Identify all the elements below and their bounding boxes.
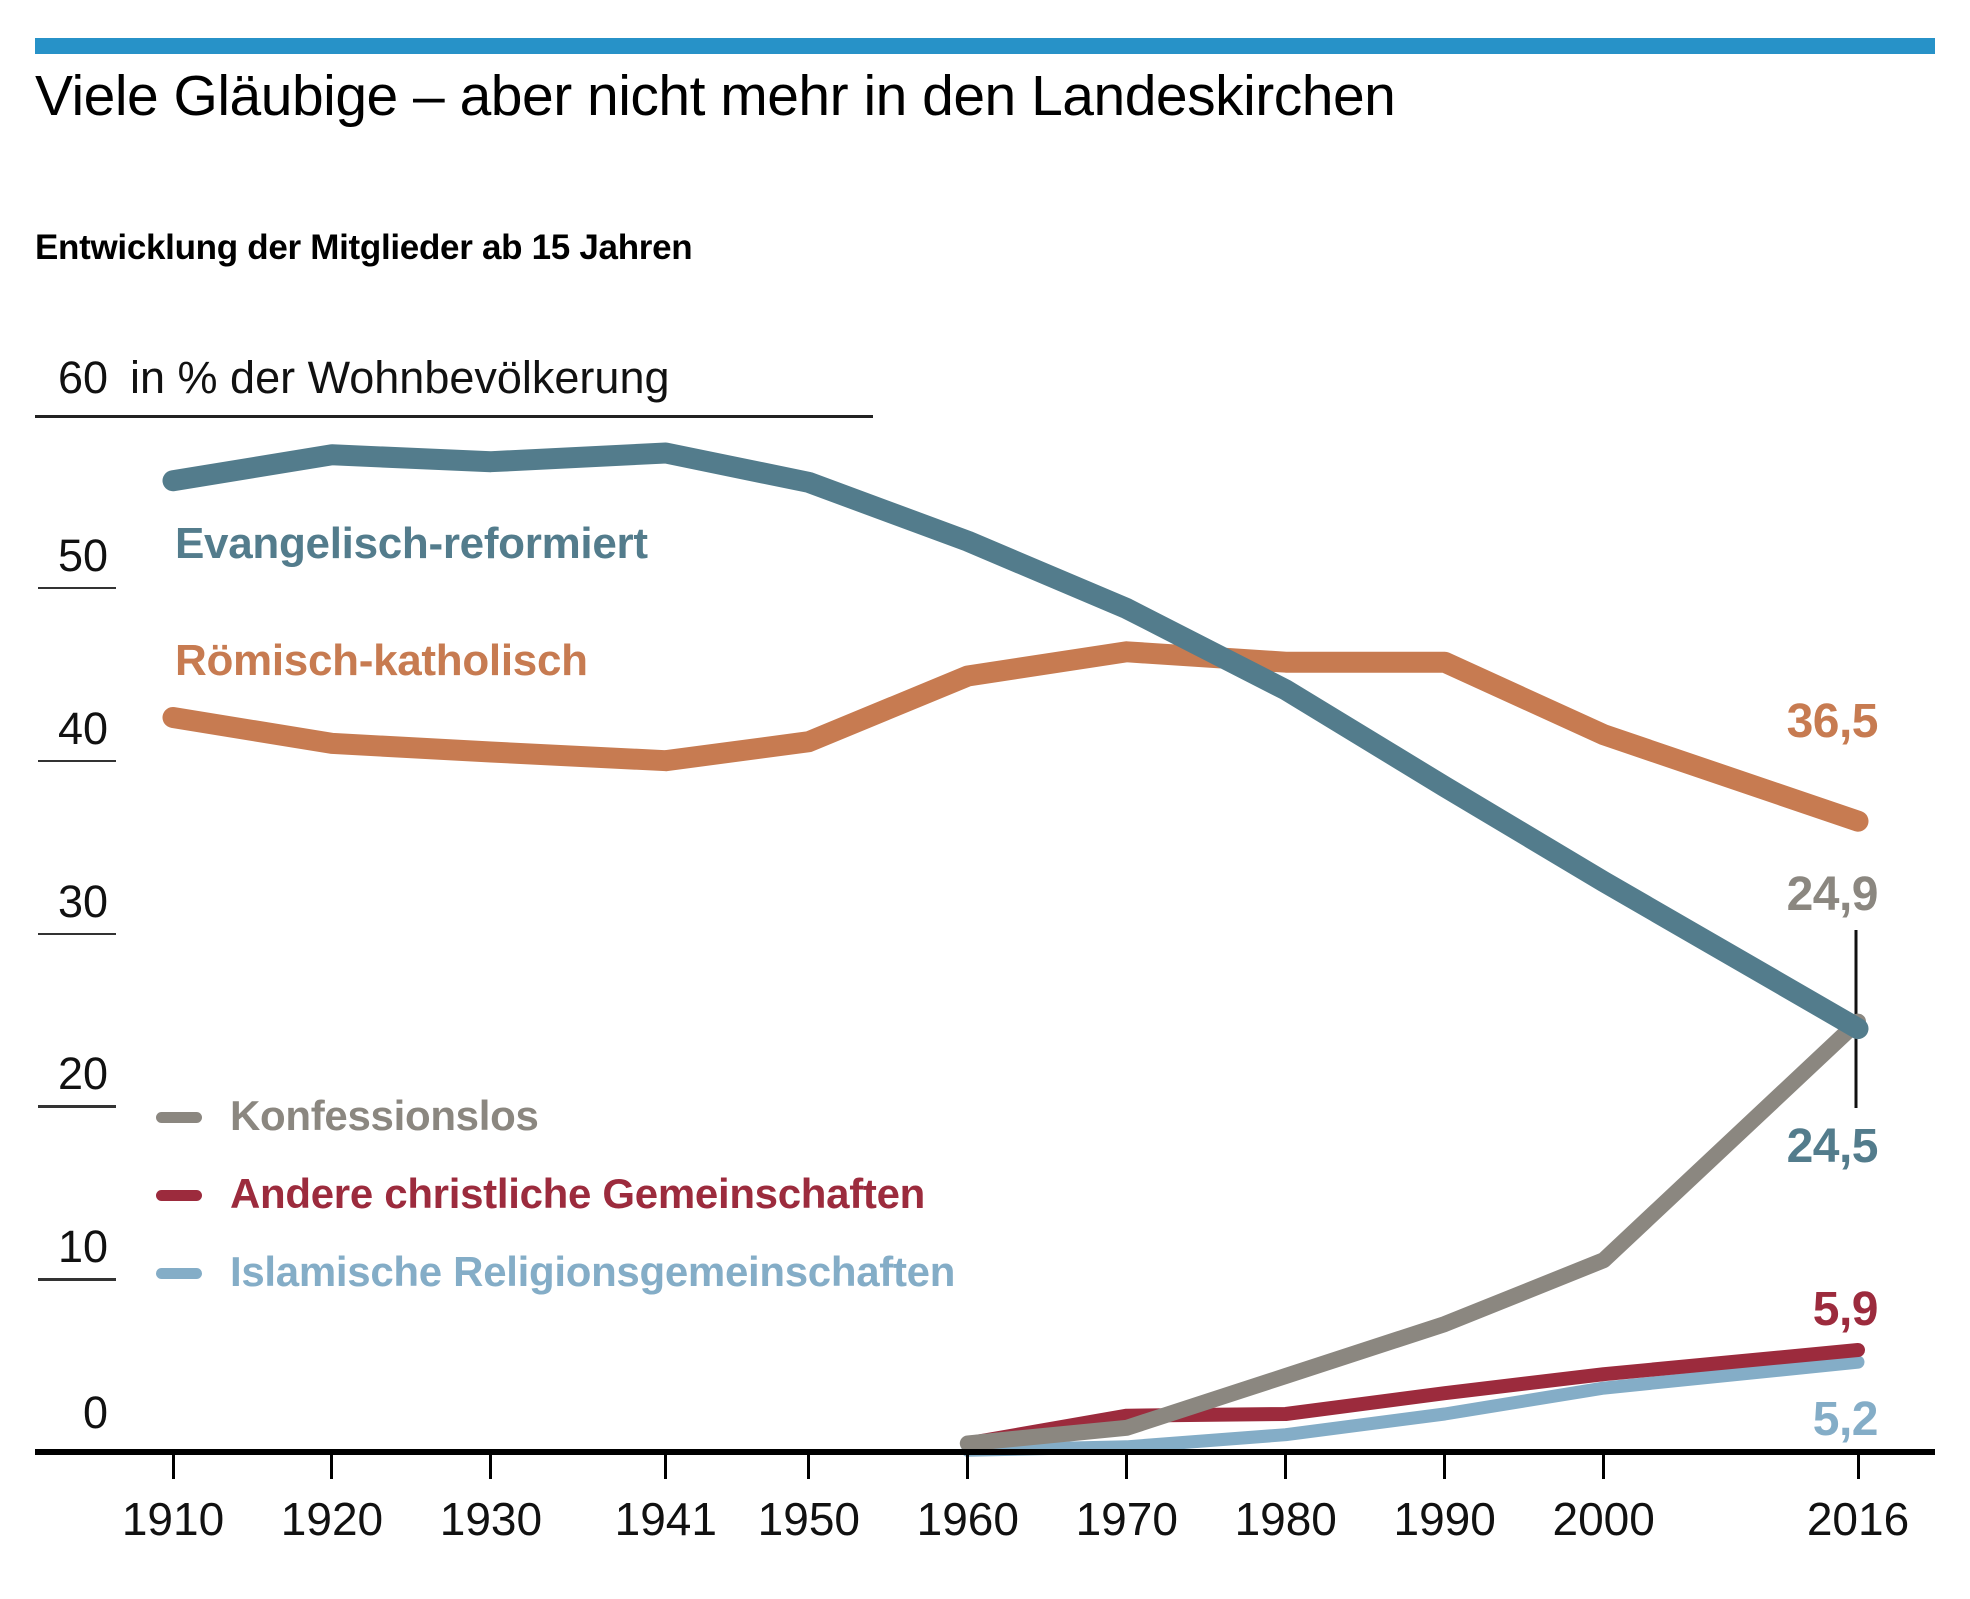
end-value-roemisch-katholisch: 36,5 <box>1786 695 1879 748</box>
y-tick-line <box>38 586 116 590</box>
series-label-evangelisch-reformiert: Evangelisch-reformiert <box>175 519 648 568</box>
y-tick-label: 10 <box>57 1221 108 1273</box>
end-value-andere-christliche: 5,9 <box>1812 1283 1879 1336</box>
legend-swatch-konfessionslos <box>156 1112 202 1123</box>
x-tick-mark <box>1856 1452 1860 1479</box>
page-title: Viele Gläubige – aber nicht mehr in den … <box>35 64 1396 128</box>
x-tick-label: 2000 <box>1552 1493 1655 1545</box>
x-tick-label: 1941 <box>614 1493 717 1545</box>
y-tick-line <box>38 932 116 935</box>
x-tick-mark <box>1284 1452 1288 1479</box>
x-tick-mark <box>171 1452 175 1479</box>
y-tick-line <box>38 1278 116 1281</box>
x-tick-label: 2016 <box>1806 1493 1910 1545</box>
x-tick-mark <box>1602 1452 1606 1479</box>
y-tick-label: 20 <box>57 1048 108 1100</box>
y-axis-top-tick-label: 60 <box>57 352 108 403</box>
y-tick-line <box>38 1105 116 1108</box>
legend-swatch-islamische <box>156 1268 202 1279</box>
series-line-evangelisch-reformiert <box>162 442 1869 1040</box>
y-axis-top-tick-line <box>35 415 873 418</box>
y-tick-label: 50 <box>57 529 108 581</box>
series-line-andere-christliche-gemeinschaften <box>960 1343 1865 1451</box>
series-line-konfessionslos <box>959 1013 1866 1452</box>
x-tick-mark <box>1125 1452 1129 1479</box>
x-tick-mark <box>664 1452 668 1479</box>
x-tick-mark <box>489 1452 493 1479</box>
y-tick-line <box>38 759 116 763</box>
x-tick-label: 1950 <box>757 1493 861 1545</box>
y-tick-label: 0 <box>82 1387 108 1438</box>
end-value-evangelisch-reformiert: 24,5 <box>1786 1120 1879 1173</box>
brand-bar <box>35 38 1935 54</box>
x-tick-mark <box>966 1452 970 1479</box>
chart-subtitle: Entwicklung der Mitglieder ab 15 Jahren <box>35 228 693 267</box>
x-tick-mark <box>807 1452 811 1479</box>
x-tick-label: 1920 <box>280 1493 384 1545</box>
x-tick-mark <box>1443 1452 1447 1479</box>
series-line-islamische-religionsgemeinschaften <box>961 1355 1865 1457</box>
end-value-konfessionslos: 24,9 <box>1786 868 1879 921</box>
x-tick-label: 1980 <box>1234 1493 1337 1545</box>
legend-label-konfessionslos: Konfessionslos <box>230 1092 539 1139</box>
x-tick-mark <box>330 1452 334 1479</box>
end-value-islamische: 5,2 <box>1812 1393 1879 1446</box>
y-tick-label: 40 <box>57 702 108 754</box>
series-label-roemisch-katholisch: Römisch-katholisch <box>175 636 588 685</box>
x-tick-label: 1910 <box>121 1493 225 1545</box>
x-tick-label: 1930 <box>439 1493 543 1545</box>
x-tick-label: 1970 <box>1075 1493 1178 1545</box>
legend-label-andere-christliche: Andere christliche Gemeinschaften <box>230 1170 925 1217</box>
y-axis-unit-label: in % der Wohnbevölkerung <box>130 352 670 403</box>
x-tick-label: 1960 <box>916 1493 1019 1545</box>
series-line-r-misch-katholisch <box>162 641 1869 832</box>
x-tick-label: 1990 <box>1393 1493 1496 1545</box>
legend-swatch-andere-christliche <box>156 1190 202 1201</box>
legend-label-islamische: Islamische Religionsgemeinschaften <box>230 1248 956 1295</box>
x-axis-line <box>35 1449 1935 1455</box>
y-tick-label: 30 <box>57 875 108 927</box>
